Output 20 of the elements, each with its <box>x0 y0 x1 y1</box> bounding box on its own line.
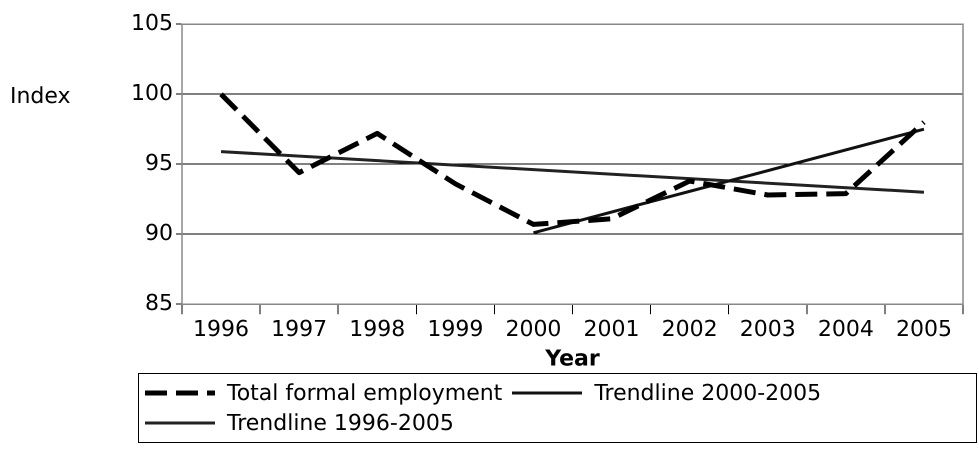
x-tick-label: 1997 <box>271 317 328 342</box>
x-tick-label: 2004 <box>818 317 874 342</box>
y-tick-label: 105 <box>130 10 173 36</box>
y-axis-title: Index <box>10 84 71 109</box>
x-axis-title: Year <box>544 346 600 372</box>
x-tick-label: 2002 <box>662 317 718 342</box>
x-tick-label: 1996 <box>193 317 250 342</box>
y-tick-label: 85 <box>144 290 173 316</box>
x-tick-label: 2003 <box>740 317 796 342</box>
x-tick-label: 1998 <box>349 317 406 342</box>
x-tick-label: 2000 <box>505 317 562 342</box>
y-tick-label: 100 <box>130 80 173 106</box>
x-tick-label: 2001 <box>584 317 640 342</box>
legend-label: Trendline 1996-2005 <box>227 410 454 436</box>
x-tick-label: 2005 <box>896 317 952 342</box>
y-tick-label: 90 <box>144 220 173 246</box>
y-tick-label: 95 <box>144 150 173 176</box>
legend-label: Trendline 2000-2005 <box>594 380 822 406</box>
x-tick-label: 1999 <box>427 317 484 342</box>
legend-label: Total formal employment <box>227 380 502 406</box>
